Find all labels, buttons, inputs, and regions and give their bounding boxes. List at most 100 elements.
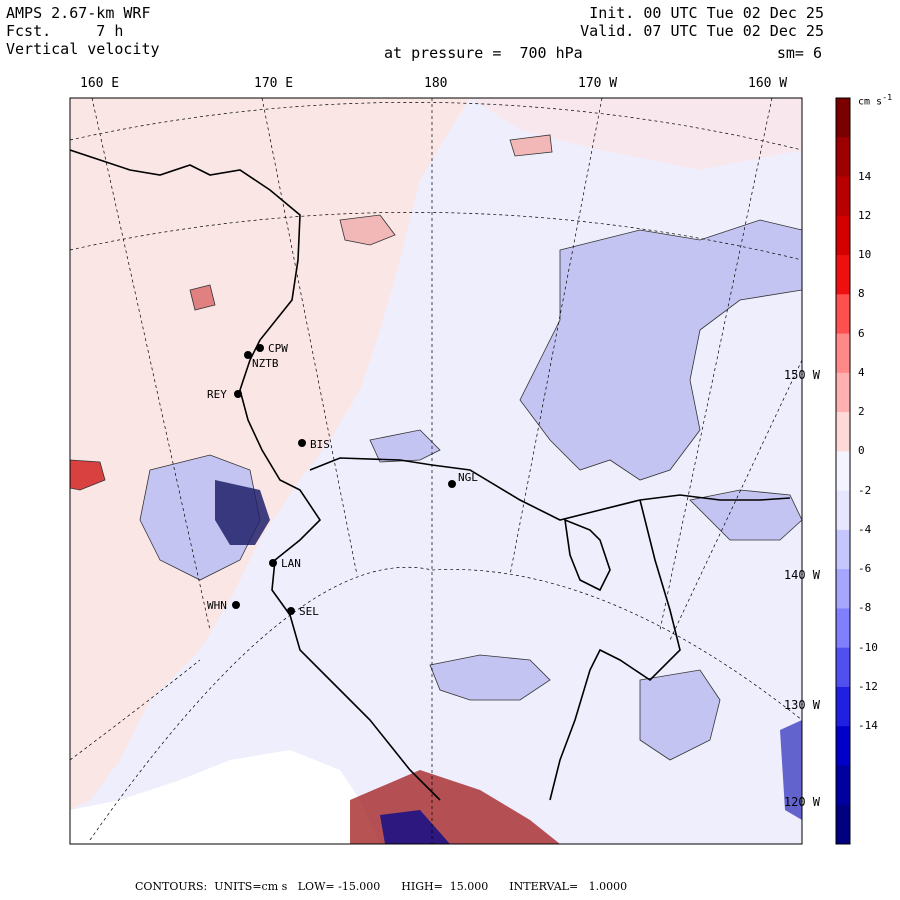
colorbar-swatch (836, 765, 850, 806)
station-dot-bis (298, 439, 306, 447)
station-dot-sel (287, 607, 295, 615)
undefined-region-south (70, 750, 380, 844)
lon-label-170w: 170 W (578, 76, 618, 91)
parallel-2 (70, 212, 802, 261)
downdraft-patch-southeast (639, 669, 721, 761)
colorbar-label: -14 (858, 719, 878, 733)
updraft-region-west (70, 98, 470, 810)
updraft-blob-3 (70, 459, 106, 491)
lon-label-160e: 160 E (80, 76, 120, 91)
footer-contours: CONTOURS: UNITS=cm s LOW= -15.000 HIGH= … (135, 880, 628, 893)
station-dot-lan (269, 559, 277, 567)
station-dot-rey (234, 390, 242, 398)
colorbar-label: -12 (858, 679, 878, 693)
colorbar-frame (835, 97, 851, 845)
colorbar-label: 4 (858, 365, 865, 379)
colorbar-label: 2 (858, 405, 865, 419)
colorbar-units: cm s-1 (858, 92, 892, 107)
colorbar-units-exp: -1 (882, 92, 893, 102)
updraft-blob-1 (339, 214, 396, 246)
colorbar-label: -4 (858, 522, 872, 536)
colorbar-swatch (836, 726, 850, 766)
colorbar-label: 10 (858, 248, 872, 262)
station-label-sel: SEL (299, 605, 319, 618)
lon-label-180: 180 (424, 76, 448, 91)
pressure-level: at pressure = 700 hPa (384, 44, 583, 62)
colorbar-swatch (836, 372, 850, 413)
graticule (70, 98, 802, 844)
station-label-rey: REY (207, 388, 227, 401)
lon-label-160w: 160 W (748, 76, 788, 91)
variable-name: Vertical velocity (6, 40, 160, 58)
station-label-nztb: NZTB (252, 357, 279, 370)
station-dot-ngl (448, 480, 456, 488)
colorbar-swatch (836, 412, 850, 452)
mountain-wave-east (780, 720, 802, 820)
colorbar-units-text: cm s (858, 96, 883, 108)
roosevelt-island (564, 518, 611, 592)
station-label-lan: LAN (281, 557, 301, 570)
meridian-160e (91, 98, 211, 631)
lon-label-170e: 170 E (254, 76, 294, 91)
parallel-south (89, 566, 802, 841)
station-markers (232, 344, 456, 615)
coast-victoria-land (70, 149, 441, 801)
header-right: Init. 00 UTC Tue 02 Dec 25 Valid. 07 UTC… (580, 4, 824, 40)
downdraft-patch-south (429, 654, 551, 701)
colorbar-swatch (836, 255, 850, 295)
smoothing-label: sm= 6 (776, 44, 822, 62)
valid-time: Valid. 07 UTC Tue 02 Dec 25 (580, 22, 824, 40)
colorbar-swatch (836, 294, 850, 335)
grounding-line (549, 499, 681, 801)
colorbar-label: 12 (858, 208, 872, 222)
mountain-wave-core (215, 480, 270, 545)
updraft-blob-4 (189, 284, 216, 311)
downdraft-patch-east (519, 219, 802, 481)
colorbar (835, 97, 851, 845)
colorbar-label: -2 (858, 483, 872, 497)
updraft-blob-2 (509, 134, 553, 157)
ross-ice-shelf-front (309, 457, 791, 521)
lat-label-150w: 150 W (783, 368, 820, 382)
colorbar-label: 8 (858, 287, 865, 301)
colorbar-label: 6 (858, 326, 865, 340)
colorbar-swatch (836, 686, 850, 727)
colorbar-swatch (836, 647, 850, 688)
lat-label-140w: 140 W (783, 568, 820, 582)
lat-label-130w: 130 W (783, 698, 820, 712)
station-label-ngl: NGL (458, 471, 478, 484)
colorbar-label: -8 (858, 601, 872, 615)
colorbar-swatch (836, 451, 850, 492)
colorbar-swatch (836, 529, 850, 570)
station-dot-whn (232, 601, 240, 609)
mountain-wave-south-blue (380, 810, 450, 844)
map-field: CPW NZTB REY BIS NGL LAN WHN SEL (70, 98, 802, 844)
colorbar-swatch (836, 98, 850, 138)
model-title: AMPS 2.67-km WRF (6, 4, 151, 22)
forecast-hour: Fcst. 7 h (6, 22, 124, 40)
station-label-bis: BIS (310, 438, 330, 451)
colorbar-swatch (836, 333, 850, 374)
parallel-south-west (70, 659, 201, 761)
init-time: Init. 00 UTC Tue 02 Dec 25 (589, 4, 824, 22)
station-label-cpw: CPW (268, 342, 288, 355)
colorbar-swatch (836, 804, 850, 845)
colorbar-swatch (836, 608, 850, 649)
colorbar-swatch (836, 490, 850, 531)
updraft-region-north (470, 98, 802, 170)
station-dot-nztb (244, 351, 252, 359)
parallel-north (70, 102, 802, 151)
station-dot-cpw (256, 344, 264, 352)
meridian-160w (659, 98, 773, 631)
colorbar-swatch (836, 215, 850, 256)
station-label-whn: WHN (207, 599, 227, 612)
coastline (70, 149, 791, 801)
colorbar-swatch (836, 569, 850, 609)
downdraft-patch-rossisland (689, 489, 802, 541)
downdraft-patch-bis (369, 429, 441, 463)
colorbar-swatch (836, 137, 850, 178)
meridian-170w (509, 98, 603, 576)
colorbar-label: -10 (858, 640, 878, 654)
map-frame (69, 97, 803, 845)
